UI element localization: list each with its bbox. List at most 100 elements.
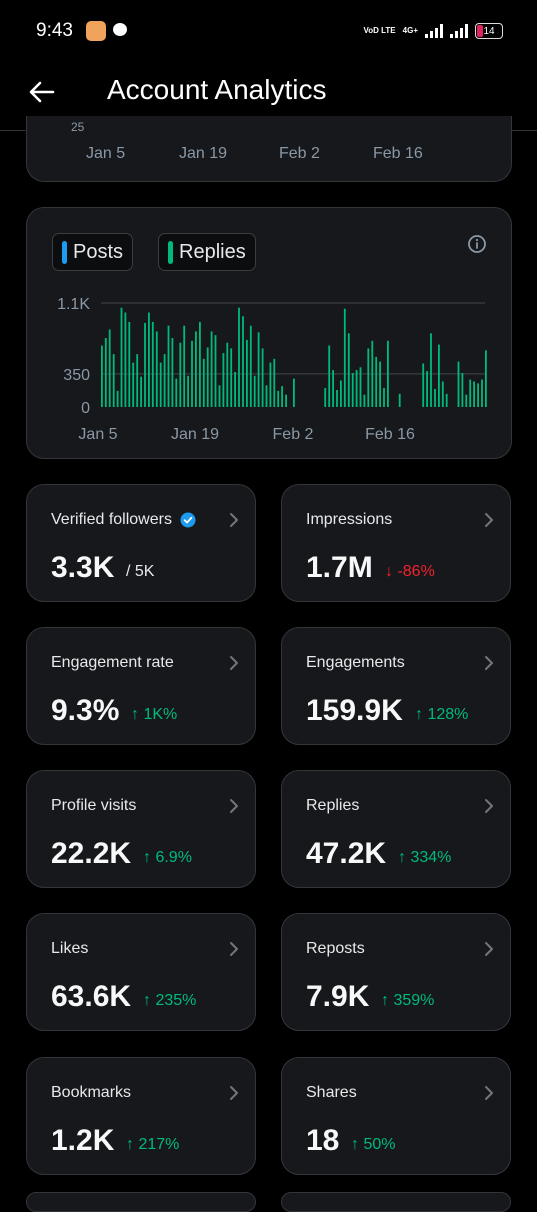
metric-label: Reposts [306, 940, 365, 958]
next-metric-card [26, 1192, 256, 1212]
replies-bar [265, 385, 268, 407]
metric-change: ↑ 128% [415, 706, 469, 723]
replies-bar [222, 353, 225, 407]
replies-bar [351, 373, 354, 407]
posts-replies-chart-card: Posts Replies 1.1K 350 0 Jan 5 Jan 19 Feb 2 Fe… [26, 207, 512, 459]
metric-label-text: Replies [306, 797, 360, 814]
network-label: VoD LTE [363, 26, 396, 35]
metric-change: ↑ 1K% [131, 706, 178, 723]
replies-bar [218, 385, 221, 407]
metric-card[interactable]: Shares 18 ↑ 50% [281, 1057, 511, 1175]
metric-card[interactable]: Replies 47.2K ↑ 334% [281, 770, 511, 888]
replies-bar [128, 321, 131, 407]
replies-bar [277, 390, 280, 407]
replies-bar [473, 381, 475, 407]
metric-label-text: Impressions [306, 511, 393, 528]
legend-replies-label: Replies [179, 240, 246, 263]
replies-bar [246, 339, 248, 407]
replies-bar [293, 378, 295, 407]
y-tick-label: 1.1K [57, 296, 90, 313]
metric-label-text: Bookmarks [51, 1084, 132, 1101]
replies-bar [151, 321, 154, 407]
replies-bar [249, 325, 252, 407]
replies-bar [328, 345, 331, 407]
metric-card[interactable]: Verified followers 3.3K / 5K [26, 484, 256, 602]
legend-replies-toggle[interactable]: Replies [158, 233, 256, 271]
x-tick-label: Feb 2 [279, 145, 320, 162]
metric-label: Impressions [306, 511, 392, 529]
replies-bar [191, 340, 193, 407]
replies-bar [148, 312, 150, 407]
replies-bar [438, 344, 440, 407]
network-type: 4G+ [402, 26, 418, 35]
metric-card[interactable]: Reposts 7.9K ↑ 359% [281, 913, 511, 1031]
metric-value: 3.3K [51, 551, 115, 584]
metric-suffix: / 5K [126, 563, 155, 580]
replies-bar [167, 325, 170, 407]
metric-label: Engagement rate [51, 654, 174, 672]
metric-change: ↑ 359% [381, 992, 435, 1009]
legend-posts-toggle[interactable]: Posts [52, 233, 134, 271]
replies-bar [398, 393, 401, 407]
info-icon[interactable] [466, 233, 488, 255]
chevron-right-icon [485, 799, 493, 813]
metric-value: 9.3% [51, 694, 120, 727]
replies-bar [355, 370, 358, 407]
metric-card[interactable]: Bookmarks 1.2K ↑ 217% [26, 1057, 256, 1175]
replies-bar [159, 362, 162, 407]
chevron-right-icon [230, 656, 238, 670]
x-tick-label: Feb 16 [365, 426, 415, 443]
metric-value: 18 [306, 1124, 340, 1157]
metric-card[interactable]: Profile visits 22.2K ↑ 6.9% [26, 770, 256, 888]
metric-value: 63.6K [51, 980, 132, 1013]
y-tick-label: 0 [81, 400, 90, 417]
metric-value: 1.7M [306, 551, 373, 584]
replies-bar [441, 381, 444, 407]
replies-bar [104, 338, 107, 407]
x-tick-label: Feb 16 [373, 145, 423, 162]
chevron-right-icon [485, 1086, 493, 1100]
x-tick-label: Jan 19 [171, 426, 219, 443]
replies-bar [426, 371, 428, 407]
metric-label: Verified followers [51, 511, 196, 529]
metric-change: ↑ 217% [126, 1136, 180, 1153]
metric-label: Bookmarks [51, 1084, 131, 1102]
replies-bar [257, 332, 260, 407]
metric-card[interactable]: Engagement rate 9.3% ↑ 1K% [26, 627, 256, 745]
replies-bar [457, 361, 460, 407]
replies-bar [430, 333, 432, 407]
replies-bar [210, 331, 213, 407]
metric-card[interactable]: Impressions 1.7M ↓ -86% [281, 484, 511, 602]
metric-value: 1.2K [51, 1124, 115, 1157]
replies-bar [261, 348, 264, 407]
arrow-left-icon [29, 81, 55, 103]
metric-label: Likes [51, 940, 88, 958]
metric-change: ↓ -86% [385, 563, 435, 580]
replies-bar [163, 354, 166, 407]
metric-value: 7.9K [306, 980, 370, 1013]
replies-bar [140, 376, 142, 407]
replies-bar [434, 389, 436, 407]
metric-label-text: Engagement rate [51, 654, 174, 671]
previous-chart-card: 25 Jan 5 Jan 19 Feb 2 Feb 16 [26, 116, 512, 182]
back-button[interactable] [26, 76, 58, 108]
replies-bar [465, 394, 468, 407]
status-indicators: VoD LTE 4G+ 14 [363, 20, 503, 42]
metric-change: ↑ 50% [351, 1136, 396, 1153]
status-bar: 9:43 VoD LTE 4G+ 14 [0, 0, 537, 62]
replies-bar [155, 331, 158, 407]
replies-bar [422, 363, 425, 407]
replies-bar [485, 350, 487, 407]
replies-bar [226, 342, 229, 407]
metric-label: Shares [306, 1084, 357, 1102]
metric-card[interactable]: Likes 63.6K ↑ 235% [26, 913, 256, 1031]
replies-bar [379, 361, 381, 407]
replies-bar [285, 394, 287, 407]
replies-bar [336, 390, 338, 407]
app-notification-icon [86, 21, 106, 41]
metric-change: ↑ 235% [143, 992, 197, 1009]
battery-icon: 14 [475, 23, 503, 39]
chevron-right-icon [485, 513, 493, 527]
replies-bar [230, 348, 233, 407]
metric-card[interactable]: Engagements 159.9K ↑ 128% [281, 627, 511, 745]
